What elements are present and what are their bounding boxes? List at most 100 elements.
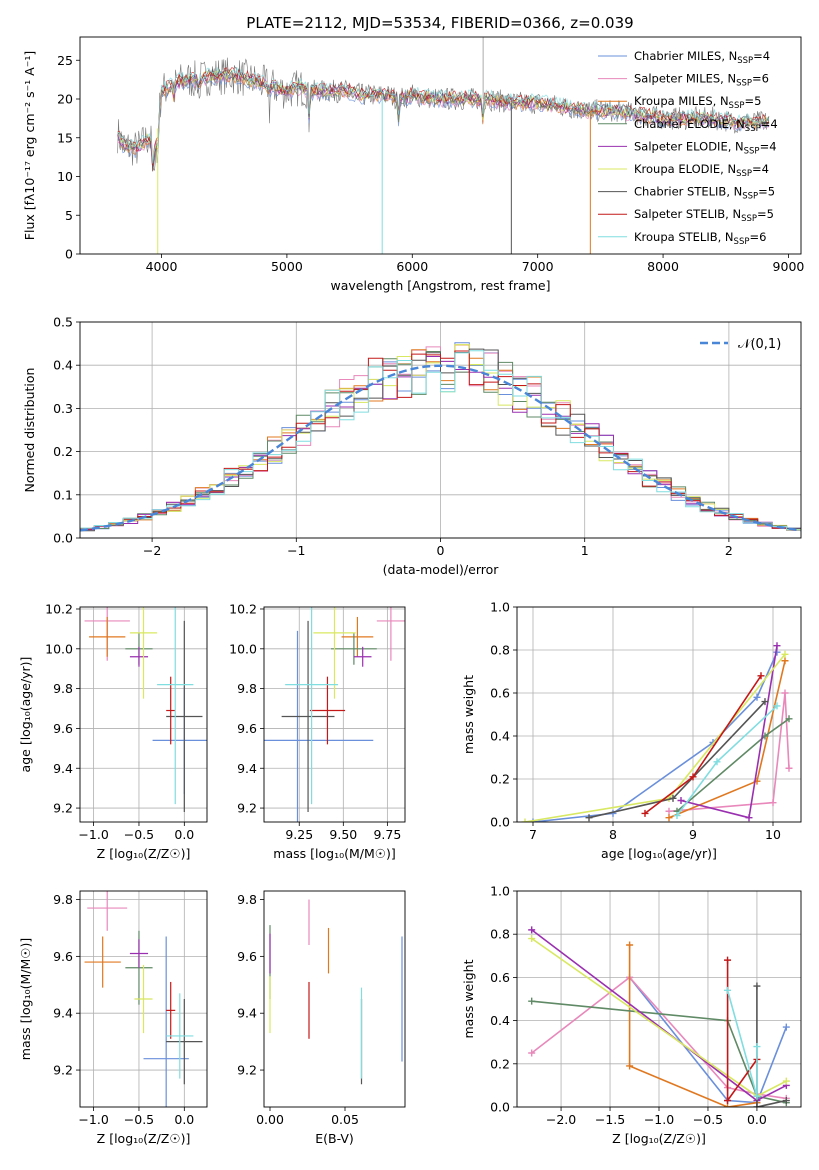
weight-point-marker <box>753 982 761 990</box>
weight-point-marker <box>528 997 536 1005</box>
weight-point-marker <box>781 657 789 665</box>
plot-area <box>80 342 801 532</box>
y-tick-label: 9.2 <box>53 1063 73 1078</box>
axes-frame <box>79 321 802 539</box>
x-tick-label: 0.0 <box>747 1112 767 1127</box>
age-vs-mass-panel: 9.25 9.50 9.75 9.2 9.4 9.6 9.8 10.0 10.2 mass [lo… <box>229 601 406 861</box>
x-tick-label: 6000 <box>396 259 428 274</box>
y-tick-label: 9.6 <box>53 721 73 736</box>
x-tick-label: 0.0 <box>174 1112 194 1127</box>
weight-vs-age-panel: 7 8 9 10 0.0 0.2 0.4 0.6 0.8 1.0 age [log₁₀(age/yr… <box>461 600 802 861</box>
x-axis-label: age [log₁₀(age/yr)] <box>601 846 717 861</box>
weight-point-marker <box>724 986 732 994</box>
weight-point-marker <box>585 814 593 822</box>
weight-point-marker <box>781 689 789 697</box>
x-tick-label: 9 <box>689 827 697 842</box>
x-axis-label: Z [log₁₀(Z/Z☉)] <box>97 846 191 861</box>
x-tick-label: −1.0 <box>78 827 108 842</box>
y-tick-label: 0 <box>65 247 73 262</box>
legend-entry: Kroupa ELODIE, NSSP=4 <box>634 162 769 179</box>
y-tick-label: 25 <box>57 53 73 68</box>
weight-point-marker <box>753 1103 761 1107</box>
y-axis-label: mass weight <box>461 675 476 754</box>
y-tick-label: 10.0 <box>45 641 73 656</box>
legend-entry: Kroupa STELIB, NSSP=6 <box>634 230 766 247</box>
axes-frame <box>516 606 802 823</box>
histogram-series <box>80 350 801 531</box>
x-tick-label: 9000 <box>773 259 805 274</box>
y-tick-label: 9.6 <box>53 949 73 964</box>
weight-point-marker <box>724 1097 732 1105</box>
weight-point-marker <box>528 935 536 943</box>
x-axis-label: E(B-V) <box>315 1131 354 1146</box>
weight-point-marker <box>773 702 781 710</box>
y-tick-label: 0.4 <box>490 729 510 744</box>
plot-area <box>84 891 203 1107</box>
weight-series-line <box>531 1000 787 1104</box>
y-tick-label: 9.4 <box>237 761 257 776</box>
y-tick-label: 10.0 <box>229 641 257 656</box>
y-axis-label: mass [log₁₀(M/M☉)] <box>18 938 33 1060</box>
y-tick-label: 0.2 <box>490 772 510 787</box>
x-tick-label: −1.5 <box>595 1112 625 1127</box>
weight-point-marker <box>665 807 673 815</box>
y-tick-label: 0.2 <box>53 444 73 459</box>
x-tick-label: −1.0 <box>78 1112 108 1127</box>
x-axis-label: Z [log₁₀(Z/Z☉)] <box>97 1131 191 1146</box>
x-tick-label: 9.75 <box>373 827 401 842</box>
y-tick-label: 9.4 <box>53 1006 73 1021</box>
axes-frame <box>263 890 406 1108</box>
legend-entry: Salpeter MILES, NSSP=6 <box>634 72 769 89</box>
spectrum-model-line <box>117 68 769 165</box>
x-axis-label: mass [log₁₀(M/M☉)] <box>273 846 395 861</box>
weight-point-marker <box>757 672 765 680</box>
weight-point-marker <box>669 794 677 802</box>
legend-entry: 𝒩(0,1) <box>738 337 781 352</box>
x-tick-label: −2.0 <box>546 1112 576 1127</box>
y-tick-label: 1.0 <box>490 600 510 615</box>
weight-series-line <box>756 986 787 1107</box>
y-tick-label: 9.8 <box>237 681 257 696</box>
x-tick-label: −0.5 <box>124 1112 154 1127</box>
y-tick-label: 5 <box>65 208 73 223</box>
legend-entry: Chabrier MILES, NSSP=4 <box>634 49 770 66</box>
y-tick-label: 9.2 <box>53 801 73 816</box>
y-axis-label: Normed distribution <box>22 368 37 493</box>
plot-area <box>84 607 207 813</box>
y-tick-label: 1.0 <box>490 884 510 899</box>
y-tick-label: 0.8 <box>490 927 510 942</box>
weight-point-marker <box>781 650 789 658</box>
y-tick-label: 20 <box>57 92 73 107</box>
plot-area <box>528 926 790 1107</box>
normal-curve <box>80 364 801 532</box>
y-tick-label: 0.6 <box>490 970 510 985</box>
weight-point-marker <box>529 818 537 822</box>
y-tick-label: 0.4 <box>490 1013 510 1028</box>
y-tick-label: 0.6 <box>490 686 510 701</box>
y-axis-label: Flux [fλ10⁻¹⁷ erg cm⁻² s⁻¹ A⁻¹] <box>22 51 37 240</box>
x-tick-label: 4000 <box>146 259 178 274</box>
y-tick-label: 10.2 <box>229 601 257 616</box>
x-tick-label: 8 <box>609 827 617 842</box>
weight-point-marker <box>769 799 777 807</box>
weight-point-marker <box>677 797 685 804</box>
weight-point-marker <box>673 812 681 820</box>
weight-point-marker <box>761 698 769 706</box>
x-tick-label: −1.0 <box>644 1112 674 1127</box>
x-tick-label: 7 <box>529 827 537 842</box>
x-tick-label: −0.5 <box>124 827 154 842</box>
x-tick-label: 0 <box>437 543 445 558</box>
x-tick-label: 9.50 <box>329 827 357 842</box>
axes-frame <box>263 606 406 823</box>
y-tick-label: 0.5 <box>53 315 73 330</box>
plot-area <box>264 607 405 822</box>
weight-point-marker <box>753 1043 761 1051</box>
weight-point-marker <box>785 715 793 723</box>
y-axis-label: mass weight <box>461 959 476 1038</box>
y-tick-label: 9.8 <box>237 892 257 907</box>
plot-area <box>117 37 770 254</box>
axes-frame <box>79 890 208 1108</box>
x-axis-label: wavelength [Angstrom, rest frame] <box>330 278 550 293</box>
weight-point-marker <box>782 1077 790 1085</box>
